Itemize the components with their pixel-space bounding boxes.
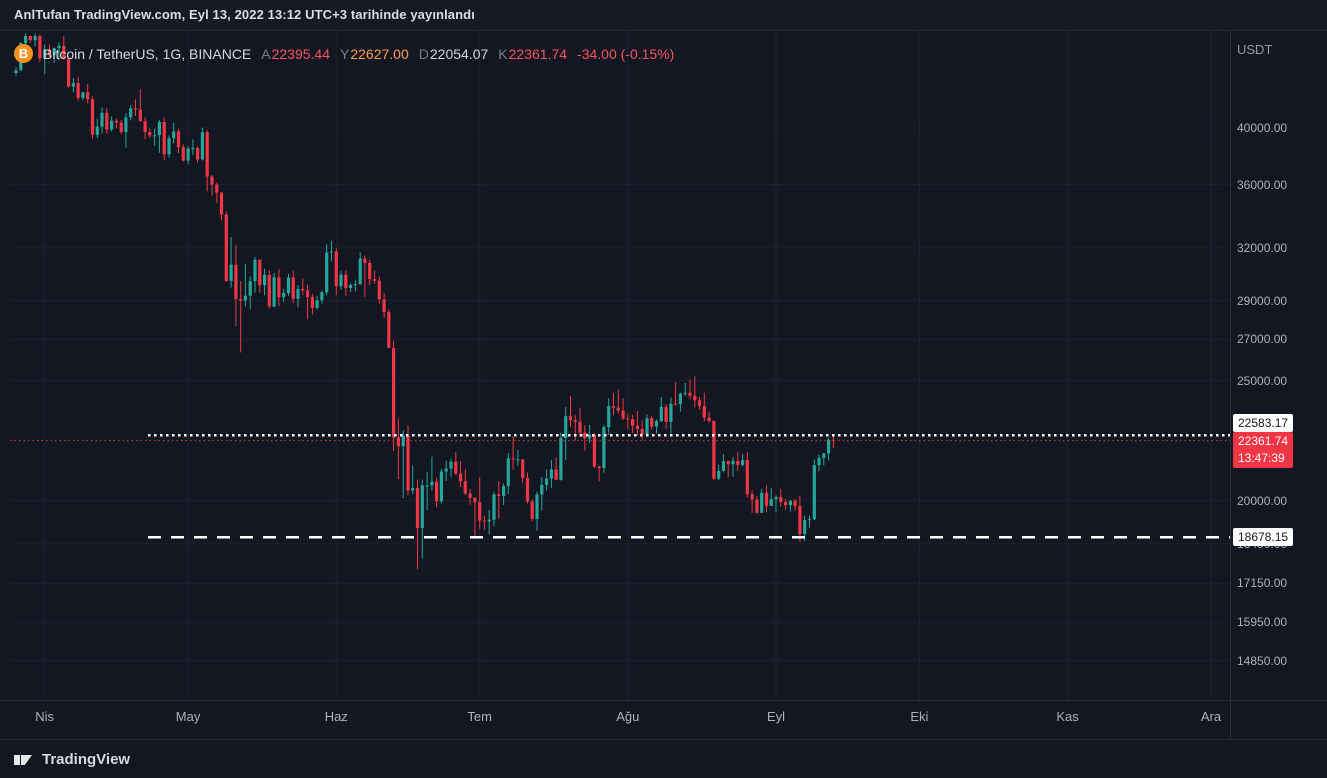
tradingview-brand[interactable]: TradingView [42, 750, 131, 768]
month-label: Eki [910, 709, 929, 724]
ohlc-item: Y22627.00 [340, 46, 409, 62]
ohlc-letter: D [418, 45, 429, 62]
month-label: Ağu [616, 709, 640, 724]
price-tick-label: 17150.00 [1237, 576, 1288, 591]
bar-countdown: 13:47:39 [1238, 450, 1285, 465]
ohlc-letter: K [498, 45, 508, 62]
header-bar: AnlTufan TradingView.com, Eyl 13, 2022 1… [0, 0, 1327, 31]
price-tick-label: 27000.00 [1237, 332, 1288, 347]
publish-info-text: AnlTufan TradingView.com, Eyl 13, 2022 1… [14, 7, 475, 22]
price-tick-label: 36000.00 [1237, 177, 1288, 192]
month-label: Nis [35, 709, 55, 724]
month-label: Eyl [766, 709, 786, 724]
quote-currency-label: USDT [1237, 42, 1273, 57]
price-tick-label: 25000.00 [1237, 373, 1288, 388]
price-tick-label: 15950.00 [1237, 615, 1288, 630]
price-axis[interactable]: USDT 40000.00 36000.00 32000.00 29000.00 270… [1231, 30, 1327, 739]
last-price-label: 22361.74 13:47:39 [1233, 431, 1294, 468]
month-label: Tem [467, 709, 492, 724]
time-axis-separator [0, 700, 1327, 701]
ohlc-item: D22054.07 [419, 46, 489, 62]
ohlc-item: K22361.74 [498, 46, 567, 62]
month-label: Kas [1056, 709, 1079, 724]
ohlc-item: A22395.44 [261, 46, 330, 62]
change-value: -34.00 (-0.15%) [577, 45, 675, 62]
ohlc-value: 22361.74 [508, 45, 568, 62]
price-tick-label: 14850.00 [1237, 653, 1288, 668]
price-tick-label: 20000.00 [1237, 493, 1288, 508]
ohlc-value: 22395.44 [271, 45, 331, 62]
ohlc-letter: A [261, 45, 271, 62]
tradingview-logo-icon[interactable] [12, 748, 34, 770]
bitcoin-icon: B [14, 44, 33, 63]
month-label: Ara [1200, 709, 1222, 724]
last-price-value: 22361.74 [1238, 433, 1289, 448]
price-tick-label: 32000.00 [1237, 240, 1288, 255]
price-tick-label: 40000.00 [1237, 120, 1288, 135]
ohlc-values: A22395.44 Y22627.00 D22054.07 K22361.74 -34.… [261, 46, 674, 62]
month-label: Haz [324, 709, 348, 724]
price-axis-separator [1230, 30, 1231, 739]
drawing-level-label: 18678.15 [1233, 528, 1294, 547]
chart-legend[interactable]: B Bitcoin / TetherUS, 1G, BINANCE A22395… [14, 44, 674, 63]
price-tick-label: 29000.00 [1237, 293, 1288, 308]
ohlc-letter: Y [340, 45, 350, 62]
ohlc-value: 22627.00 [350, 45, 409, 62]
drawing-level-label: 22583.17 [1233, 413, 1294, 432]
footer-bar: TradingView [0, 739, 1327, 778]
ohlc-value: 22054.07 [429, 45, 489, 62]
month-label: May [175, 709, 201, 724]
symbol-title[interactable]: Bitcoin / TetherUS, 1G, BINANCE [43, 45, 252, 62]
